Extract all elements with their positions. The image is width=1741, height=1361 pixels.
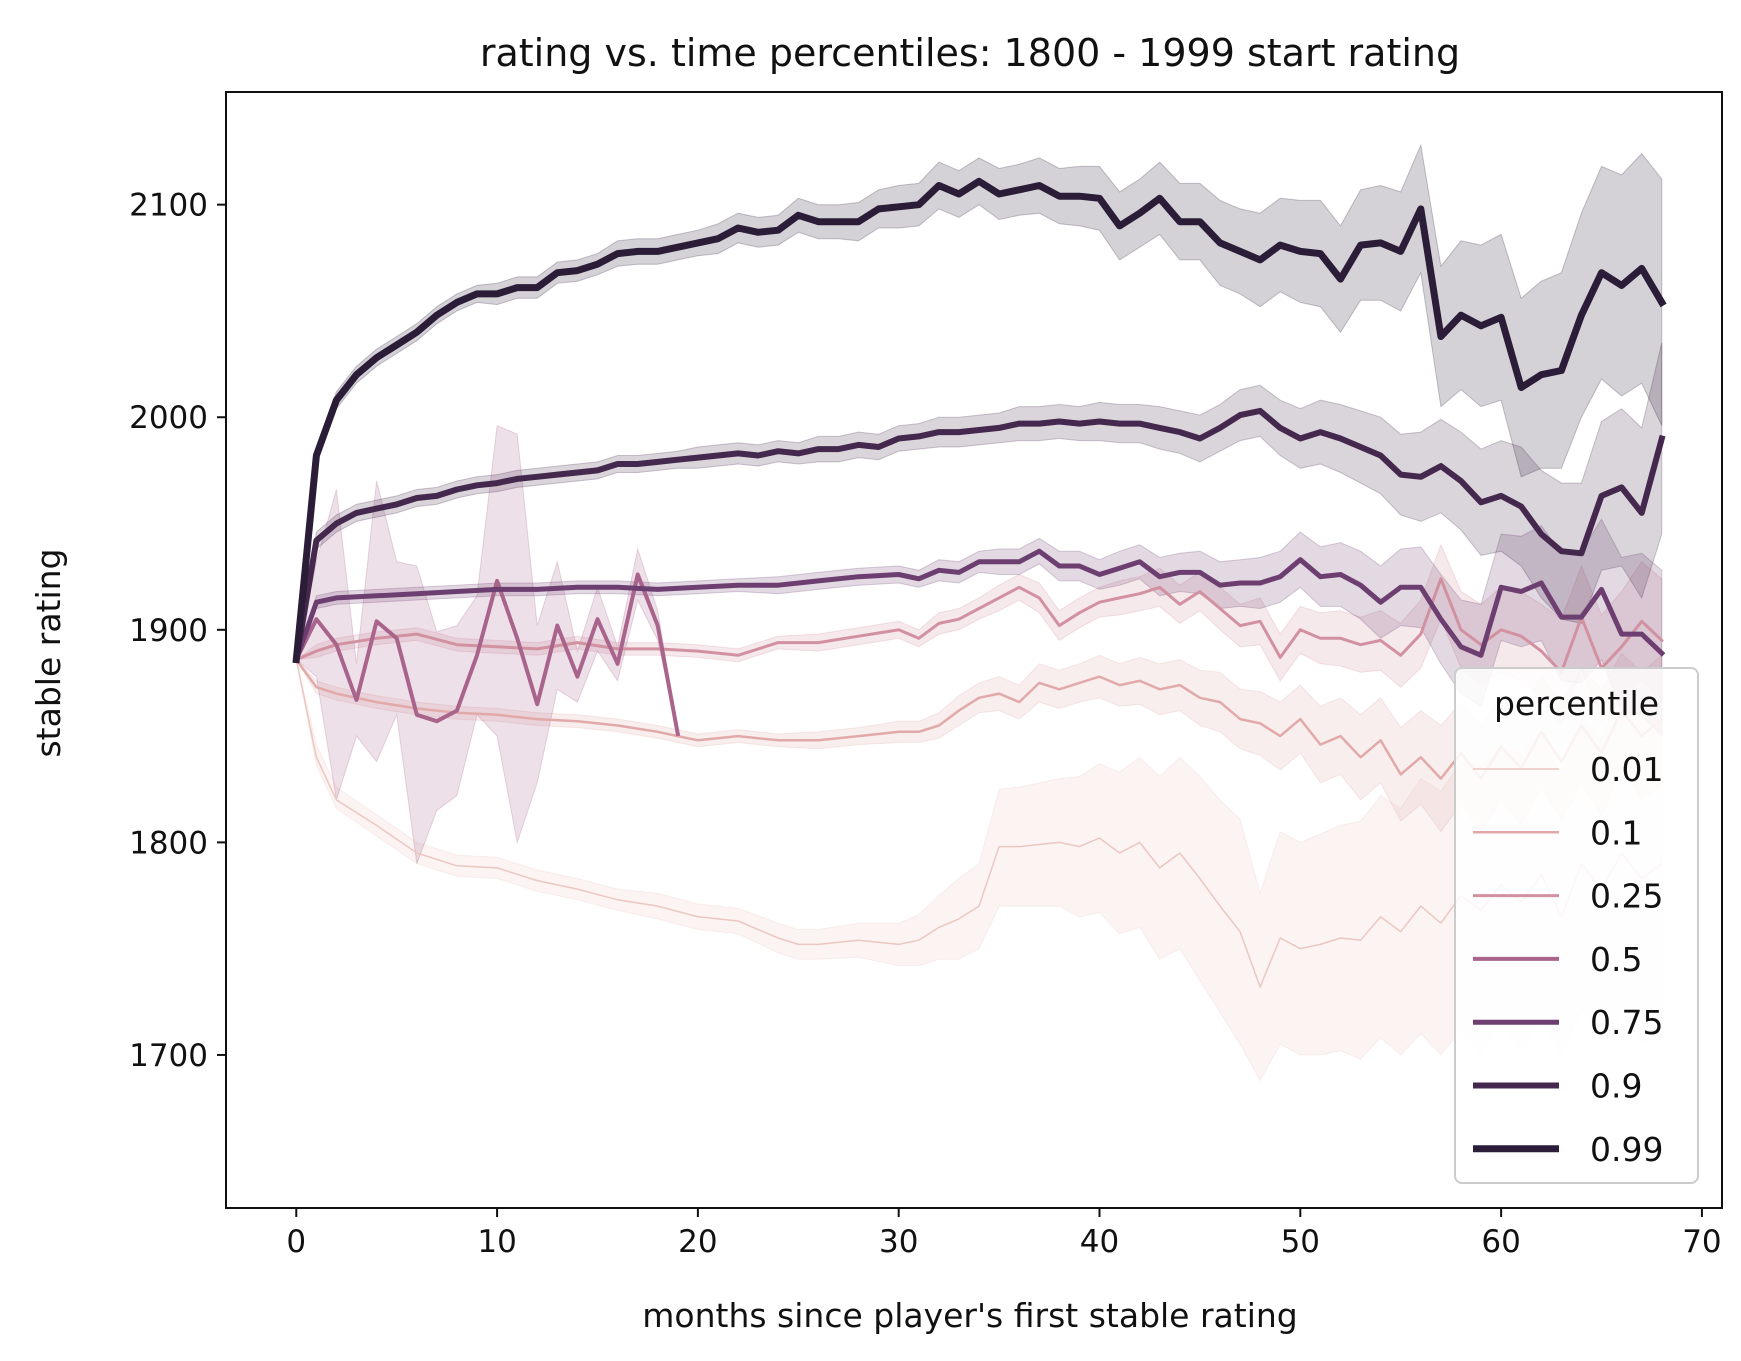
- y-tick-label: 2000: [129, 400, 208, 436]
- y-axis-label: stable rating: [29, 548, 68, 757]
- x-tick-label: 70: [1682, 1224, 1721, 1260]
- y-tick-label: 2100: [129, 188, 208, 224]
- series-line-0.5: [293, 572, 681, 737]
- legend: percentile 0.01 0.1 0.25 0.5 0.75 0.9 0.99: [1454, 667, 1699, 1184]
- x-tick-label: 40: [1080, 1224, 1119, 1260]
- x-tick-label: 50: [1281, 1224, 1320, 1260]
- x-tick-label: 30: [879, 1224, 918, 1260]
- y-tick-label: 1800: [129, 825, 208, 861]
- x-tick-label: 10: [477, 1224, 516, 1260]
- legend-label-0.01: 0.01: [1590, 750, 1663, 789]
- x-tick-label: 60: [1481, 1224, 1520, 1260]
- legend-label-0.1: 0.1: [1590, 813, 1642, 852]
- x-axis-label: months since player's first stable ratin…: [642, 1296, 1298, 1335]
- legend-label-0.99: 0.99: [1590, 1130, 1663, 1169]
- legend-label-0.5: 0.5: [1590, 940, 1642, 979]
- legend-label-0.25: 0.25: [1590, 877, 1663, 916]
- legend-label-0.9: 0.9: [1590, 1067, 1642, 1106]
- axes: 0 10 20 30 40 50 60 70 1700 1800 1900 2000 2100: [129, 91, 1723, 1260]
- legend-label-0.75: 0.75: [1590, 1003, 1663, 1042]
- series-line-0.99: [292, 177, 1667, 664]
- legend-box: [1454, 667, 1699, 1184]
- legend-title: percentile: [1494, 684, 1659, 723]
- y-tick-label: 1700: [129, 1038, 208, 1074]
- series-line-0.9: [292, 407, 1666, 664]
- x-tick-label: 20: [678, 1224, 717, 1260]
- series-line-0.25: [294, 577, 1664, 674]
- chart-title: rating vs. time percentiles: 1800 - 1999…: [480, 31, 1460, 75]
- series-line-0.75: [293, 548, 1666, 663]
- y-tick-label: 1900: [129, 613, 208, 649]
- plot-frame: [225, 91, 1723, 1209]
- x-tick-label: 0: [286, 1224, 306, 1260]
